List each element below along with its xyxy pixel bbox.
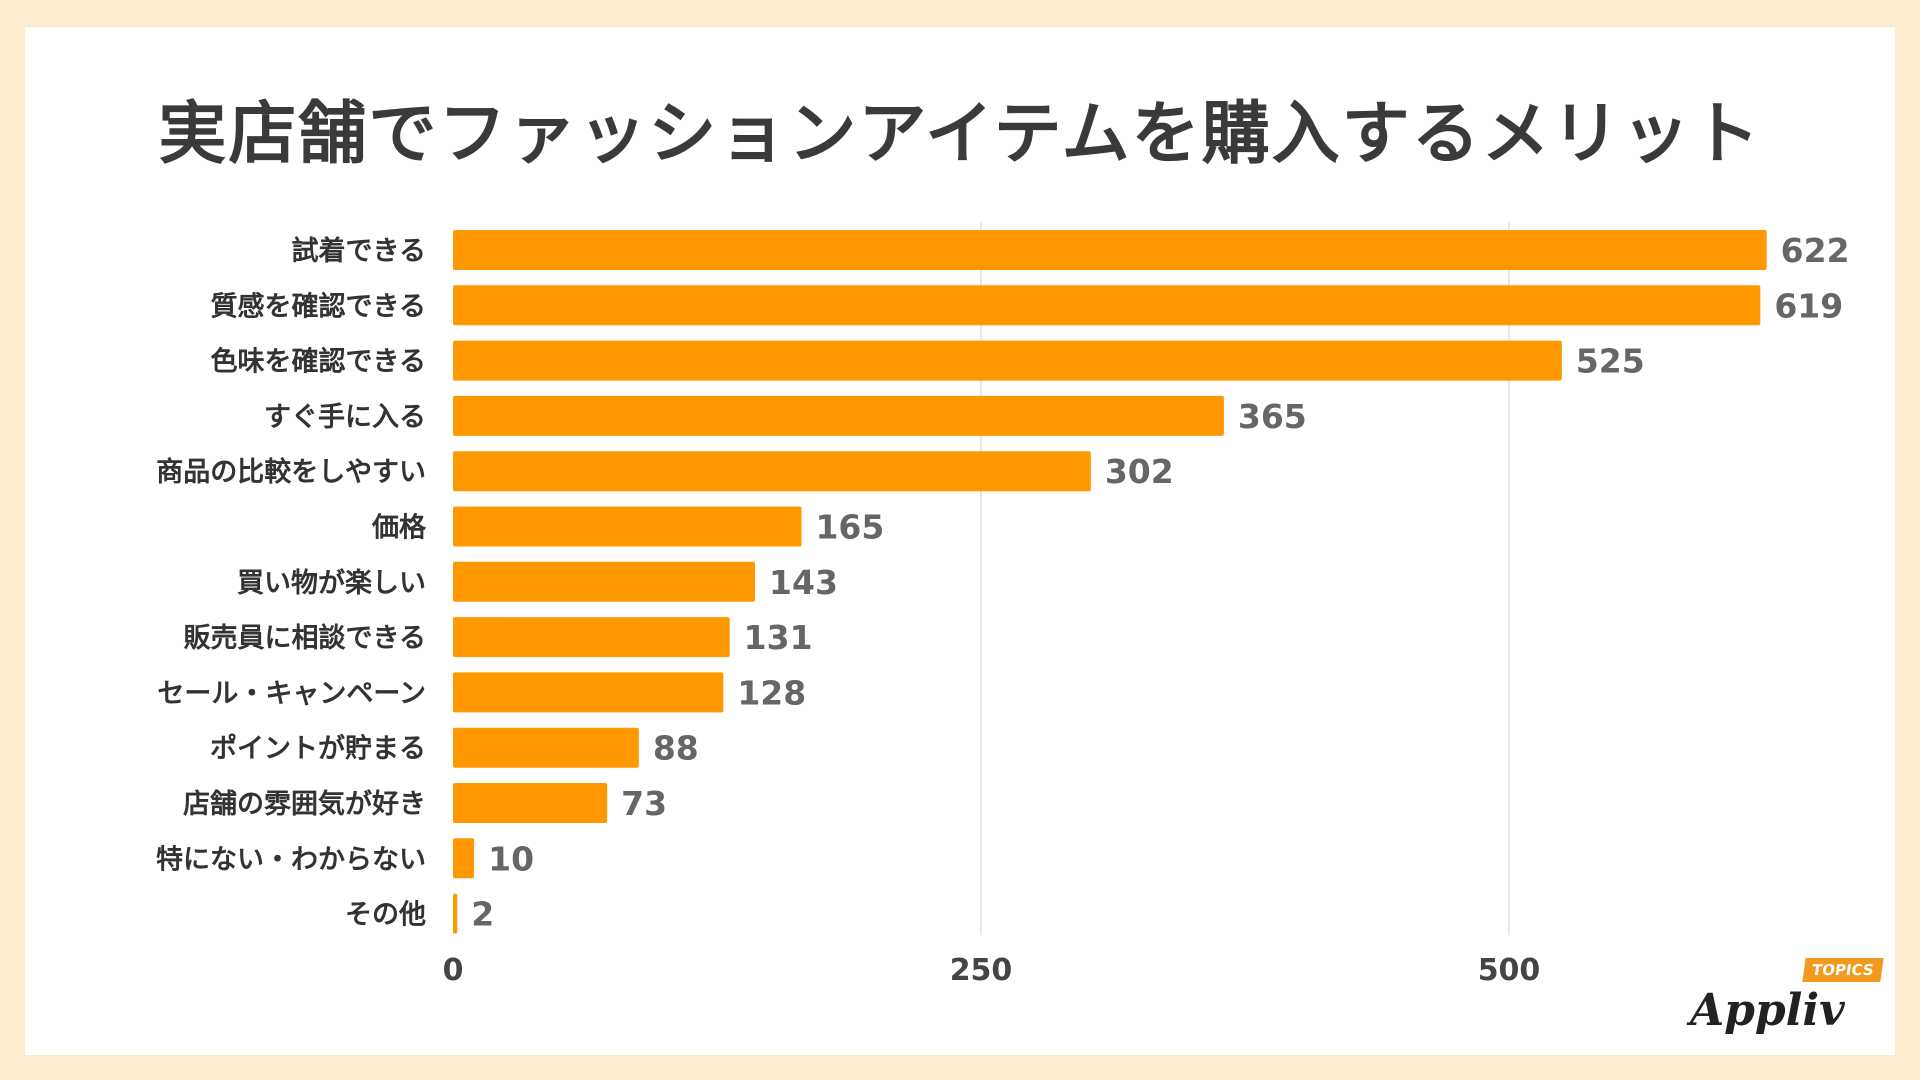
data-label: 165: [815, 508, 884, 547]
category-label: すぐ手に入る: [264, 402, 426, 433]
category-label: ポイントが貯まる: [210, 733, 426, 765]
category-label: セール・キャンペーン: [157, 678, 426, 709]
x-tick-label: 0: [443, 953, 464, 988]
data-label: 143: [769, 563, 838, 602]
bar: [453, 230, 1767, 270]
category-label: 販売員に相談できる: [184, 622, 426, 654]
bar: [453, 727, 639, 768]
bar: [453, 893, 458, 934]
chart-panel: [25, 27, 1895, 1055]
bar: [453, 285, 1761, 326]
x-tick-label: 500: [1478, 953, 1541, 988]
logo-word: Appliv: [1690, 985, 1845, 1036]
bar: [453, 340, 1562, 381]
category-label: 価格: [371, 513, 427, 544]
data-label: 73: [621, 784, 667, 823]
bar: [453, 617, 730, 658]
category-label: 試着できる: [292, 235, 426, 267]
category-label: 質感を確認できる: [211, 290, 426, 322]
data-label: 2: [471, 895, 494, 934]
data-label: 525: [1576, 342, 1645, 381]
bar: [453, 838, 475, 879]
chart-title: 実店舗でファッションアイテムを購入するメリット: [158, 95, 1762, 174]
bar: [453, 783, 608, 823]
category-label: 店舗の雰囲気が好き: [183, 788, 426, 820]
category-label: 色味を確認できる: [211, 346, 426, 378]
bar: [453, 561, 756, 602]
data-label: 365: [1238, 397, 1307, 436]
x-tick-label: 250: [950, 953, 1013, 988]
bar: [453, 395, 1224, 436]
data-label: 131: [744, 618, 813, 657]
appliv-logo: TOPICS Appliv: [1690, 958, 1890, 1042]
category-label: 特にない・わからない: [156, 844, 426, 875]
data-label: 88: [653, 729, 699, 768]
bar: [453, 506, 802, 547]
data-label: 128: [737, 673, 806, 712]
logo-tag: TOPICS: [1802, 958, 1884, 982]
data-label: 10: [488, 839, 534, 878]
bar: [453, 672, 724, 713]
category-label: その他: [345, 900, 426, 931]
bar: [453, 451, 1091, 492]
data-label: 619: [1774, 286, 1843, 325]
data-label: 622: [1781, 231, 1850, 270]
category-label: 商品の比較をしやすい: [156, 456, 426, 488]
data-label: 302: [1105, 452, 1174, 491]
category-label: 買い物が楽しい: [237, 567, 426, 599]
